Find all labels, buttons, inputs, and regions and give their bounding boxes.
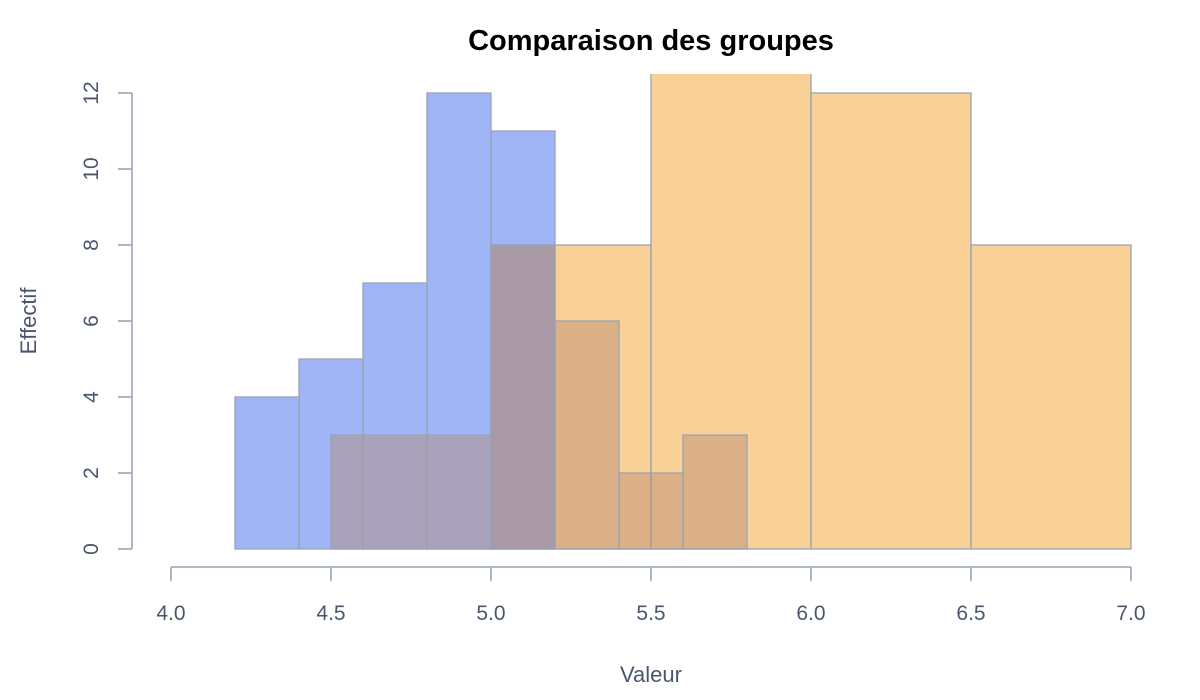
histogram-bar-series3-bin5	[554, 320, 620, 550]
histogram-bar-series1-bin4	[970, 244, 1132, 550]
histogram-bar-series3-bin1	[330, 434, 364, 550]
x-tick-label: 5.5	[636, 602, 665, 625]
y-tick-label: 8	[80, 239, 103, 251]
x-axis-label: Valeur	[620, 662, 682, 687]
histogram-bar-series2-bin3	[362, 282, 428, 550]
histogram-bar-series2-bin1	[234, 396, 300, 550]
y-tick-label: 0	[80, 543, 103, 555]
x-axis: 4.0 4.5 5.0 5.5 6.0 6.5 7.0	[156, 566, 1146, 625]
y-tick-label: 4	[80, 391, 103, 403]
histogram-bar-series3-bin4	[490, 244, 556, 550]
histogram-bar-series3-bin2	[362, 434, 428, 550]
x-tick-label: 4.5	[316, 602, 345, 625]
histogram-bar-series1-bin3	[810, 92, 972, 550]
x-tick-label: 7.0	[1116, 602, 1145, 625]
y-axis: 0 2 4 6 8 10 12	[80, 81, 133, 555]
histogram-bar-series3-bin6	[618, 472, 684, 550]
chart-title: Comparaison des groupes	[468, 25, 834, 57]
y-tick-label: 2	[80, 467, 103, 479]
y-tick-label: 12	[80, 81, 103, 104]
histogram-bar-series3-bin7	[682, 434, 748, 550]
x-tick-label: 6.0	[796, 602, 825, 625]
y-axis-label: Effectif	[16, 287, 41, 355]
histogram-bar-series2-bin4	[426, 92, 492, 550]
y-tick-label: 10	[80, 157, 103, 180]
x-tick-label: 4.0	[156, 602, 185, 625]
x-tick-label: 6.5	[956, 602, 985, 625]
y-tick-label: 6	[80, 315, 103, 327]
x-tick-label: 5.0	[476, 602, 505, 625]
histogram-bar-series1-bin2	[650, 74, 812, 550]
histogram-bar-series3-bin3	[426, 434, 492, 550]
histogram-bars	[234, 74, 1132, 550]
